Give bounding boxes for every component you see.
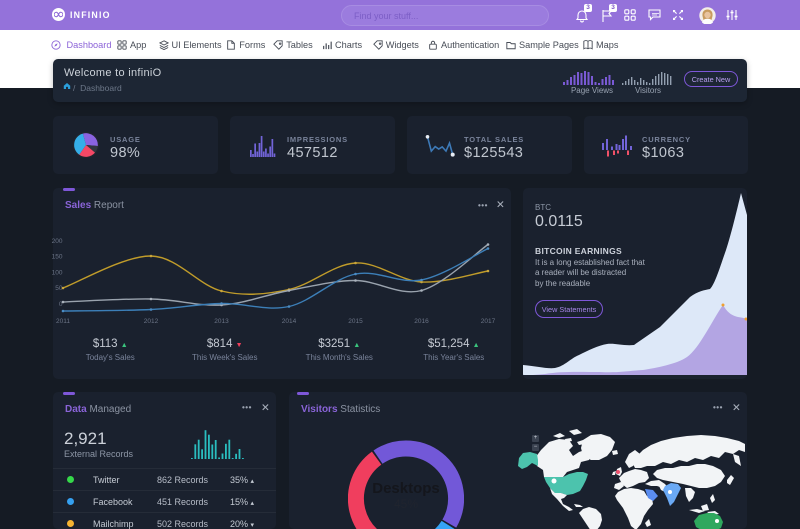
svg-text:2014: 2014 [282,318,297,325]
svg-text:2013: 2013 [214,318,229,325]
svg-text:2011: 2011 [56,318,70,325]
svg-text:150: 150 [52,253,63,260]
svg-text:200: 200 [52,238,63,245]
svg-text:2017: 2017 [481,318,496,325]
svg-text:100: 100 [52,270,63,277]
svg-text:2015: 2015 [348,318,363,325]
svg-text:2012: 2012 [144,318,159,325]
svg-text:0: 0 [59,301,63,308]
svg-text:50: 50 [55,285,63,292]
svg-text:2016: 2016 [414,318,429,325]
